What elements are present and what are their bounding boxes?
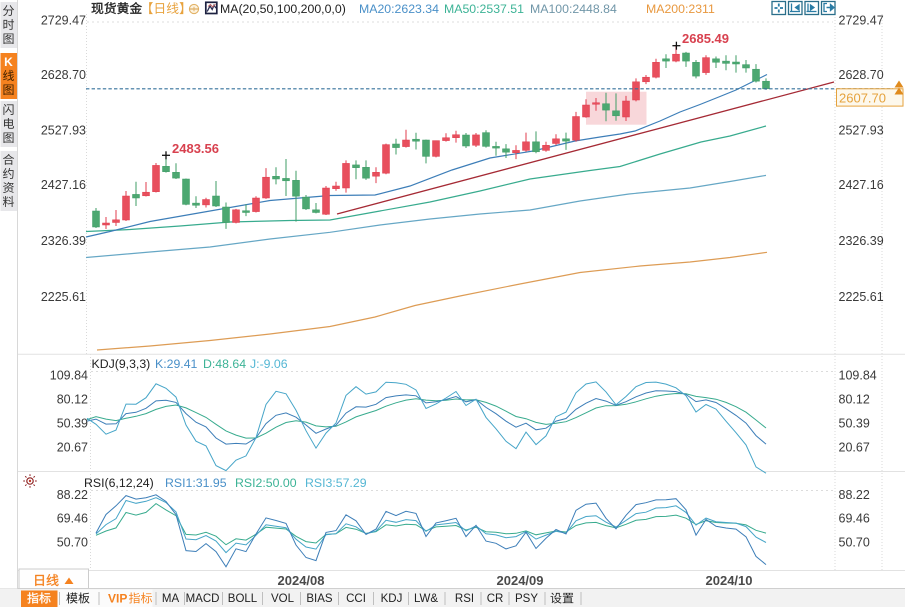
svg-text:2024/10: 2024/10 [706, 573, 753, 588]
svg-text:2628.70: 2628.70 [839, 68, 884, 82]
svg-text:RSI: RSI [455, 593, 474, 605]
svg-text:2326.39: 2326.39 [839, 234, 884, 248]
svg-text:2326.39: 2326.39 [41, 234, 86, 248]
svg-text:2225.61: 2225.61 [839, 290, 884, 304]
svg-text:MA20:2623.34: MA20:2623.34 [359, 2, 439, 16]
svg-text:MA: MA [162, 593, 180, 605]
svg-text:109.84: 109.84 [50, 369, 88, 383]
svg-text:MA100:2448.84: MA100:2448.84 [530, 2, 617, 16]
svg-text:BOLL: BOLL [228, 593, 258, 605]
svg-text:VOL: VOL [271, 593, 295, 605]
svg-text:CR: CR [487, 593, 504, 605]
svg-text:MA200:2311: MA200:2311 [646, 2, 715, 16]
svg-text:MA50:2537.51: MA50:2537.51 [444, 2, 524, 16]
svg-text:KDJ(9,3,3): KDJ(9,3,3) [92, 357, 151, 371]
svg-text:69.46: 69.46 [57, 512, 88, 526]
svg-text:20.67: 20.67 [57, 440, 88, 454]
svg-text:D:48.64: D:48.64 [203, 357, 246, 371]
svg-text:109.84: 109.84 [839, 369, 877, 383]
svg-text:RSI1:31.95: RSI1:31.95 [165, 476, 227, 490]
svg-text:2607.70: 2607.70 [839, 91, 886, 106]
svg-text:K:29.41: K:29.41 [155, 357, 198, 371]
svg-text:69.46: 69.46 [839, 512, 870, 526]
svg-text:2527.93: 2527.93 [41, 124, 86, 138]
svg-text:PSY: PSY [515, 593, 538, 605]
svg-text:2685.49: 2685.49 [682, 31, 729, 46]
svg-text:2427.16: 2427.16 [41, 178, 86, 192]
svg-text:2024/09: 2024/09 [497, 573, 544, 588]
svg-text:K: K [4, 55, 13, 69]
svg-text:50.39: 50.39 [839, 416, 870, 430]
svg-text:80.12: 80.12 [839, 393, 870, 407]
svg-text:RSI3:57.29: RSI3:57.29 [305, 476, 367, 490]
svg-text:2729.47: 2729.47 [41, 13, 86, 27]
svg-text:BIAS: BIAS [306, 593, 333, 605]
svg-text:2427.16: 2427.16 [839, 178, 884, 192]
svg-text:50.39: 50.39 [57, 416, 88, 430]
svg-text:2628.70: 2628.70 [41, 68, 86, 82]
svg-text:CCI: CCI [346, 593, 366, 605]
svg-text:MA(20,50,100,200,0,0): MA(20,50,100,200,0,0) [220, 2, 346, 16]
svg-text:RSI(6,12,24): RSI(6,12,24) [84, 476, 154, 490]
svg-text:88.22: 88.22 [839, 488, 870, 502]
svg-text:LW&: LW& [414, 593, 438, 605]
svg-text:2225.61: 2225.61 [41, 290, 86, 304]
svg-text:2024/08: 2024/08 [278, 573, 325, 588]
svg-text:MACD: MACD [186, 593, 220, 605]
svg-text:KDJ: KDJ [381, 593, 403, 605]
svg-text:50.70: 50.70 [839, 535, 870, 549]
svg-text:2527.93: 2527.93 [839, 124, 884, 138]
svg-text:RSI2:50.00: RSI2:50.00 [235, 476, 297, 490]
svg-text:J:-9.06: J:-9.06 [250, 357, 288, 371]
svg-text:2483.56: 2483.56 [172, 141, 219, 156]
svg-text:20.67: 20.67 [839, 440, 870, 454]
svg-text:80.12: 80.12 [57, 393, 88, 407]
svg-text:50.70: 50.70 [57, 535, 88, 549]
svg-text:88.22: 88.22 [57, 488, 88, 502]
svg-text:VIP: VIP [108, 592, 127, 606]
svg-text:2729.47: 2729.47 [839, 13, 884, 27]
